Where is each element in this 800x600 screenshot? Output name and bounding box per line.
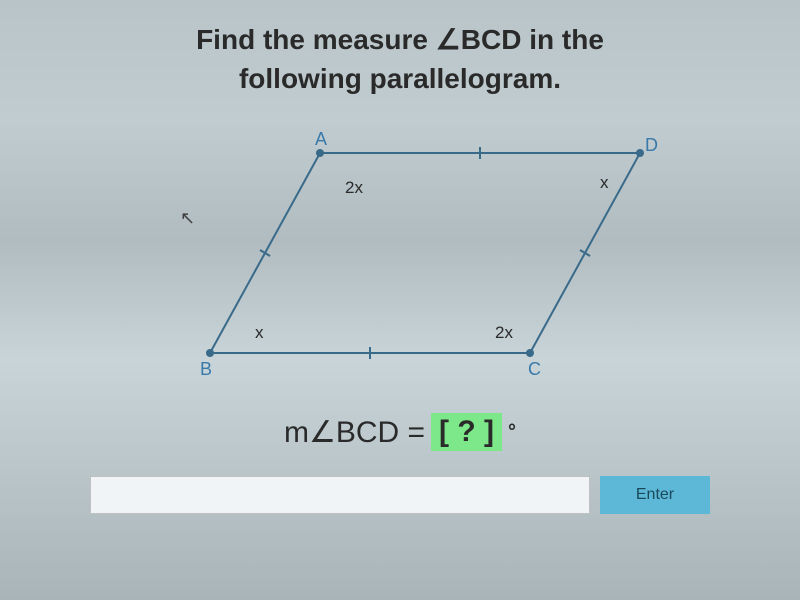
equation-prefix: m∠BCD = bbox=[284, 415, 425, 450]
angle-C-label: 2x bbox=[495, 323, 513, 342]
degree-symbol: ° bbox=[508, 421, 516, 444]
vertex-D-label: D bbox=[645, 135, 658, 155]
vertex-A-dot bbox=[316, 149, 324, 157]
parallelogram-diagram: ↖ A D B C 2x x x 2x bbox=[120, 113, 680, 393]
question-title: Find the measure ∠BCD in the following p… bbox=[196, 20, 604, 98]
input-row: Enter bbox=[90, 476, 710, 514]
answer-placeholder: [ ? ] bbox=[431, 413, 502, 451]
vertex-D-dot bbox=[636, 149, 644, 157]
cursor-icon: ↖ bbox=[180, 208, 195, 229]
angle-D-label: x bbox=[600, 173, 609, 192]
vertex-C-dot bbox=[526, 349, 534, 357]
tick-AB bbox=[260, 250, 270, 256]
title-line-1: Find the measure ∠BCD in the bbox=[196, 24, 604, 55]
angle-A-label: 2x bbox=[345, 178, 363, 197]
vertex-B-label: B bbox=[200, 359, 212, 379]
angle-B-label: x bbox=[255, 323, 264, 342]
tick-DC bbox=[580, 250, 590, 256]
vertex-C-label: C bbox=[528, 359, 541, 379]
title-line-2: following parallelogram. bbox=[239, 63, 561, 94]
parallelogram-svg: A D B C 2x x x 2x bbox=[120, 113, 680, 393]
answer-input[interactable] bbox=[90, 476, 590, 514]
equation-row: m∠BCD = [ ? ] ° bbox=[284, 413, 516, 451]
vertex-B-dot bbox=[206, 349, 214, 357]
enter-button[interactable]: Enter bbox=[600, 476, 710, 514]
vertex-A-label: A bbox=[315, 129, 327, 149]
